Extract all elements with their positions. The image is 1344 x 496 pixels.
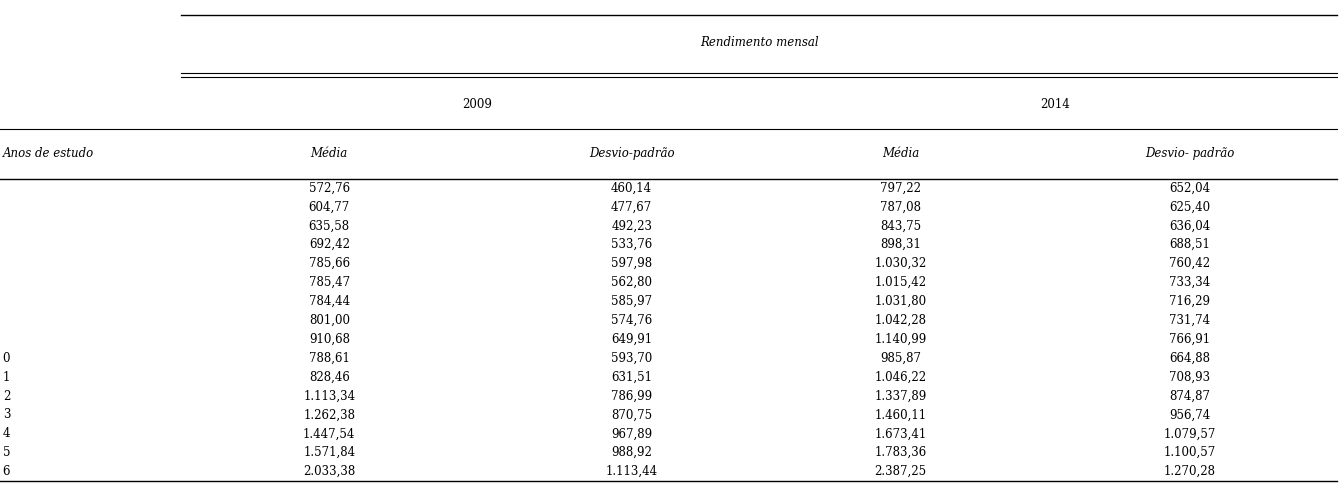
Text: 664,88: 664,88 [1169, 352, 1210, 365]
Text: 787,08: 787,08 [880, 200, 921, 213]
Text: 597,98: 597,98 [612, 257, 652, 270]
Text: 898,31: 898,31 [880, 238, 921, 251]
Text: 967,89: 967,89 [612, 428, 652, 440]
Text: 801,00: 801,00 [309, 314, 349, 327]
Text: 784,44: 784,44 [309, 295, 349, 308]
Text: 635,58: 635,58 [309, 219, 349, 232]
Text: 766,91: 766,91 [1169, 333, 1210, 346]
Text: 2.033,38: 2.033,38 [304, 465, 355, 478]
Text: 731,74: 731,74 [1169, 314, 1210, 327]
Text: 6: 6 [3, 465, 11, 478]
Text: 688,51: 688,51 [1169, 238, 1210, 251]
Text: 1.673,41: 1.673,41 [875, 428, 926, 440]
Text: 1.447,54: 1.447,54 [304, 428, 355, 440]
Text: 636,04: 636,04 [1169, 219, 1210, 232]
Text: 492,23: 492,23 [612, 219, 652, 232]
Text: Desvio-padrão: Desvio-padrão [589, 147, 675, 160]
Text: 604,77: 604,77 [309, 200, 349, 213]
Text: 843,75: 843,75 [880, 219, 921, 232]
Text: 1.113,44: 1.113,44 [606, 465, 657, 478]
Text: 1.337,89: 1.337,89 [875, 389, 926, 403]
Text: 4: 4 [3, 428, 11, 440]
Text: 533,76: 533,76 [612, 238, 652, 251]
Text: 874,87: 874,87 [1169, 389, 1210, 403]
Text: 708,93: 708,93 [1169, 371, 1210, 383]
Text: 585,97: 585,97 [612, 295, 652, 308]
Text: 870,75: 870,75 [612, 408, 652, 422]
Text: 574,76: 574,76 [612, 314, 652, 327]
Text: 1.042,28: 1.042,28 [875, 314, 926, 327]
Text: 1.031,80: 1.031,80 [875, 295, 926, 308]
Text: 1.460,11: 1.460,11 [875, 408, 926, 422]
Text: 0: 0 [3, 352, 11, 365]
Text: 785,66: 785,66 [309, 257, 349, 270]
Text: 5: 5 [3, 446, 11, 459]
Text: 785,47: 785,47 [309, 276, 349, 289]
Text: 910,68: 910,68 [309, 333, 349, 346]
Text: 760,42: 760,42 [1169, 257, 1210, 270]
Text: 631,51: 631,51 [612, 371, 652, 383]
Text: 1.030,32: 1.030,32 [875, 257, 926, 270]
Text: 625,40: 625,40 [1169, 200, 1210, 213]
Text: Rendimento mensal: Rendimento mensal [700, 36, 818, 49]
Text: 2.387,25: 2.387,25 [875, 465, 926, 478]
Text: 1.270,28: 1.270,28 [1164, 465, 1215, 478]
Text: 1.015,42: 1.015,42 [875, 276, 926, 289]
Text: 1.046,22: 1.046,22 [875, 371, 926, 383]
Text: Média: Média [882, 147, 919, 160]
Text: 1.113,34: 1.113,34 [304, 389, 355, 403]
Text: 1.079,57: 1.079,57 [1164, 428, 1215, 440]
Text: 1: 1 [3, 371, 9, 383]
Text: 652,04: 652,04 [1169, 182, 1210, 194]
Text: 788,61: 788,61 [309, 352, 349, 365]
Text: 1.783,36: 1.783,36 [875, 446, 926, 459]
Text: 477,67: 477,67 [612, 200, 652, 213]
Text: 2: 2 [3, 389, 9, 403]
Text: 572,76: 572,76 [309, 182, 349, 194]
Text: 828,46: 828,46 [309, 371, 349, 383]
Text: 2009: 2009 [462, 98, 492, 111]
Text: 956,74: 956,74 [1169, 408, 1210, 422]
Text: 2014: 2014 [1040, 98, 1070, 111]
Text: 716,29: 716,29 [1169, 295, 1210, 308]
Text: 1.140,99: 1.140,99 [875, 333, 926, 346]
Text: 1.100,57: 1.100,57 [1164, 446, 1215, 459]
Text: 460,14: 460,14 [612, 182, 652, 194]
Text: Anos de estudo: Anos de estudo [3, 147, 94, 160]
Text: 733,34: 733,34 [1169, 276, 1210, 289]
Text: 988,92: 988,92 [612, 446, 652, 459]
Text: 562,80: 562,80 [612, 276, 652, 289]
Text: 985,87: 985,87 [880, 352, 921, 365]
Text: 692,42: 692,42 [309, 238, 349, 251]
Text: 593,70: 593,70 [612, 352, 652, 365]
Text: 3: 3 [3, 408, 11, 422]
Text: 786,99: 786,99 [612, 389, 652, 403]
Text: Desvio- padrão: Desvio- padrão [1145, 147, 1234, 160]
Text: 649,91: 649,91 [612, 333, 652, 346]
Text: 1.571,84: 1.571,84 [304, 446, 355, 459]
Text: 1.262,38: 1.262,38 [304, 408, 355, 422]
Text: Média: Média [310, 147, 348, 160]
Text: 797,22: 797,22 [880, 182, 921, 194]
